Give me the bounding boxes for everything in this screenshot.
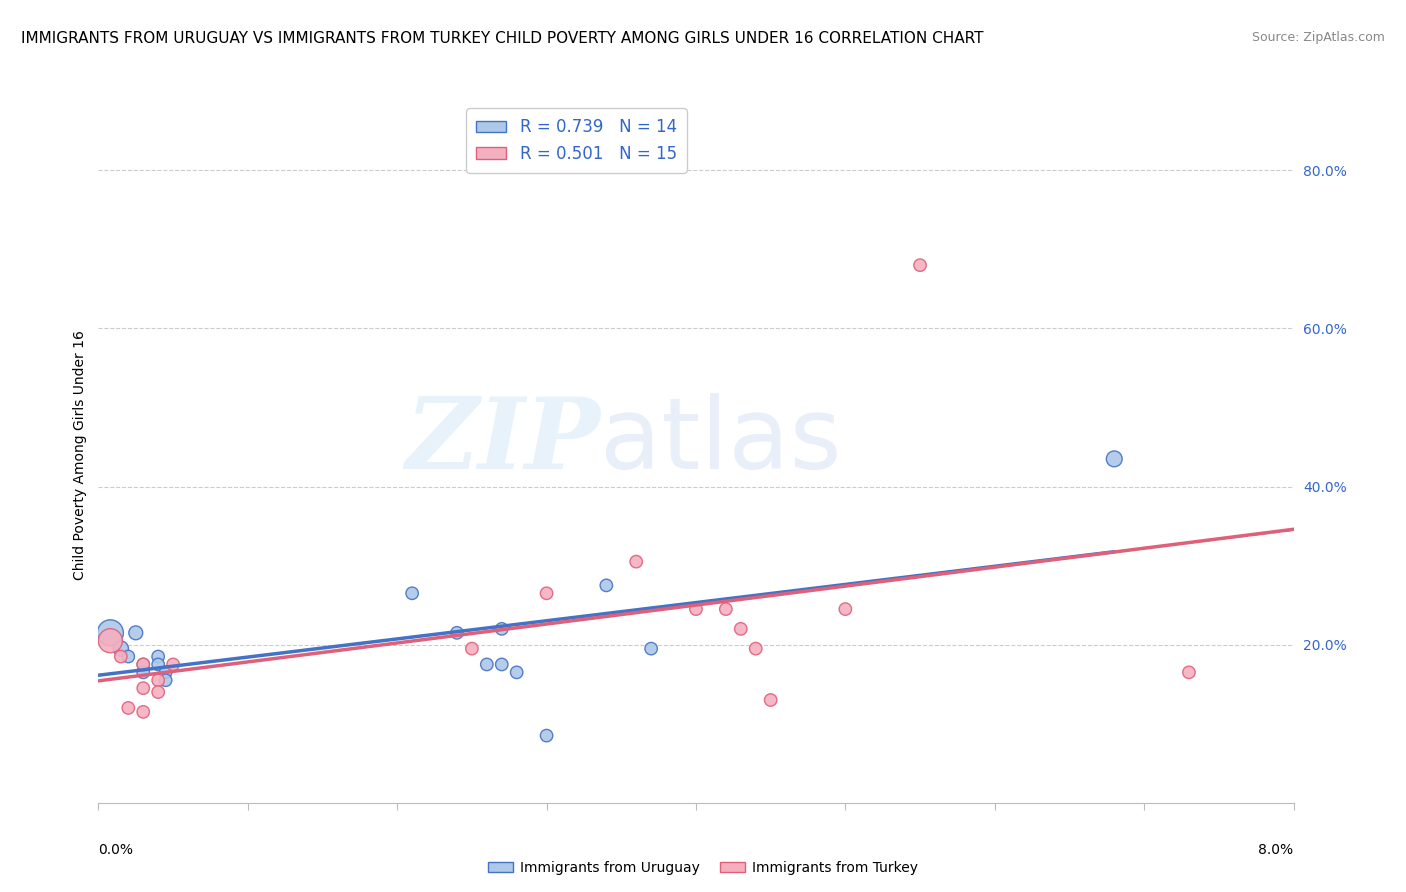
- Point: [759, 693, 782, 707]
- Point: [491, 622, 513, 636]
- Y-axis label: Child Poverty Among Girls Under 16: Child Poverty Among Girls Under 16: [73, 330, 87, 580]
- Point: [1104, 451, 1126, 466]
- Point: [110, 649, 132, 664]
- Point: [100, 633, 122, 648]
- Point: [730, 622, 752, 636]
- Point: [685, 602, 707, 616]
- Point: [117, 649, 139, 664]
- Text: 8.0%: 8.0%: [1258, 843, 1294, 857]
- Point: [506, 665, 529, 680]
- Point: [132, 705, 155, 719]
- Text: ZIP: ZIP: [405, 392, 600, 489]
- Point: [908, 258, 931, 272]
- Point: [125, 625, 148, 640]
- Point: [461, 641, 484, 656]
- Point: [401, 586, 423, 600]
- Point: [626, 555, 648, 569]
- Point: [595, 578, 617, 592]
- Point: [148, 657, 170, 672]
- Point: [714, 602, 737, 616]
- Point: [640, 641, 662, 656]
- Text: IMMIGRANTS FROM URUGUAY VS IMMIGRANTS FROM TURKEY CHILD POVERTY AMONG GIRLS UNDE: IMMIGRANTS FROM URUGUAY VS IMMIGRANTS FR…: [21, 31, 984, 46]
- Point: [536, 729, 558, 743]
- Point: [110, 641, 132, 656]
- Point: [100, 625, 122, 640]
- Point: [475, 657, 498, 672]
- Point: [148, 649, 170, 664]
- Point: [155, 665, 177, 680]
- Point: [834, 602, 856, 616]
- Text: atlas: atlas: [600, 392, 842, 490]
- Point: [491, 657, 513, 672]
- Point: [155, 673, 177, 688]
- Point: [745, 641, 768, 656]
- Point: [446, 625, 468, 640]
- Point: [1178, 665, 1201, 680]
- Point: [132, 665, 155, 680]
- Point: [148, 685, 170, 699]
- Point: [132, 681, 155, 695]
- Point: [132, 657, 155, 672]
- Text: Source: ZipAtlas.com: Source: ZipAtlas.com: [1251, 31, 1385, 45]
- Point: [117, 701, 139, 715]
- Text: 0.0%: 0.0%: [98, 843, 134, 857]
- Legend: Immigrants from Uruguay, Immigrants from Turkey: Immigrants from Uruguay, Immigrants from…: [482, 855, 924, 880]
- Point: [132, 657, 155, 672]
- Legend: R = 0.739   N = 14, R = 0.501   N = 15: R = 0.739 N = 14, R = 0.501 N = 15: [467, 109, 686, 173]
- Point: [536, 586, 558, 600]
- Point: [148, 673, 170, 688]
- Point: [162, 657, 184, 672]
